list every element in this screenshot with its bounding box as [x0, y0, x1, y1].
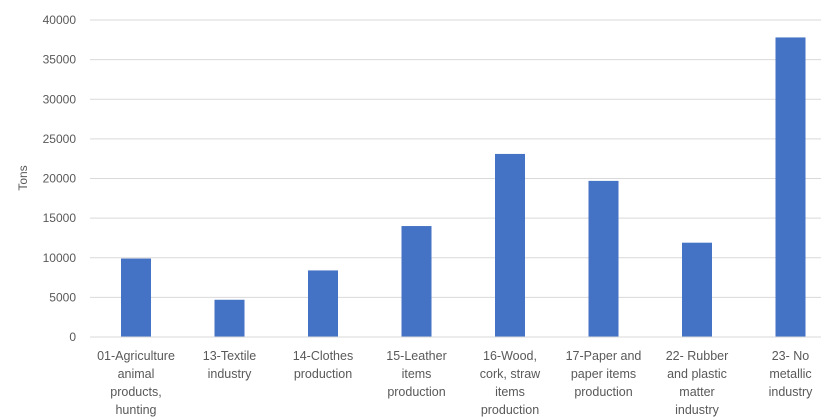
y-tick-label: 0 [69, 330, 76, 344]
x-category-label: 15-Leather items production [386, 349, 446, 399]
y-tick-label: 40000 [43, 13, 77, 27]
y-tick-label: 35000 [43, 53, 77, 67]
y-axis-ticks: 0 5000 10000 15000 20000 25000 30000 35000 40000 [43, 13, 77, 344]
y-axis-label: Tons [16, 165, 30, 190]
y-tick-label: 15000 [43, 211, 77, 225]
y-tick-label: 20000 [43, 172, 77, 186]
bar [401, 226, 432, 337]
x-category-label: 22- Rubber and plastic matter industry [666, 349, 729, 417]
bar [682, 242, 712, 337]
category-labels: 01-Agriculture animal products, hunting 13-T… [97, 349, 813, 417]
x-category-label: 17-Paper and paper items production [566, 349, 642, 399]
x-category-label: 16-Wood, cork, straw items production [480, 349, 541, 417]
y-tick-label: 30000 [43, 92, 77, 106]
bars [121, 37, 806, 338]
x-category-label: 23- No metallic industry [769, 349, 814, 399]
bar [495, 153, 525, 337]
x-category-label: 13-Textile industry [203, 349, 257, 381]
y-tick-label: 25000 [43, 132, 77, 146]
y-tick-label: 10000 [43, 251, 77, 265]
y-tick-label: 5000 [49, 290, 76, 304]
bar [588, 180, 619, 337]
bar [214, 299, 245, 337]
x-category-label: 14-Clothes production [293, 349, 353, 381]
bar [308, 270, 338, 337]
gridlines [90, 19, 821, 298]
bar [121, 258, 151, 337]
x-category-label: 01-Agriculture animal products, hunting [97, 349, 175, 417]
bar [775, 37, 806, 338]
